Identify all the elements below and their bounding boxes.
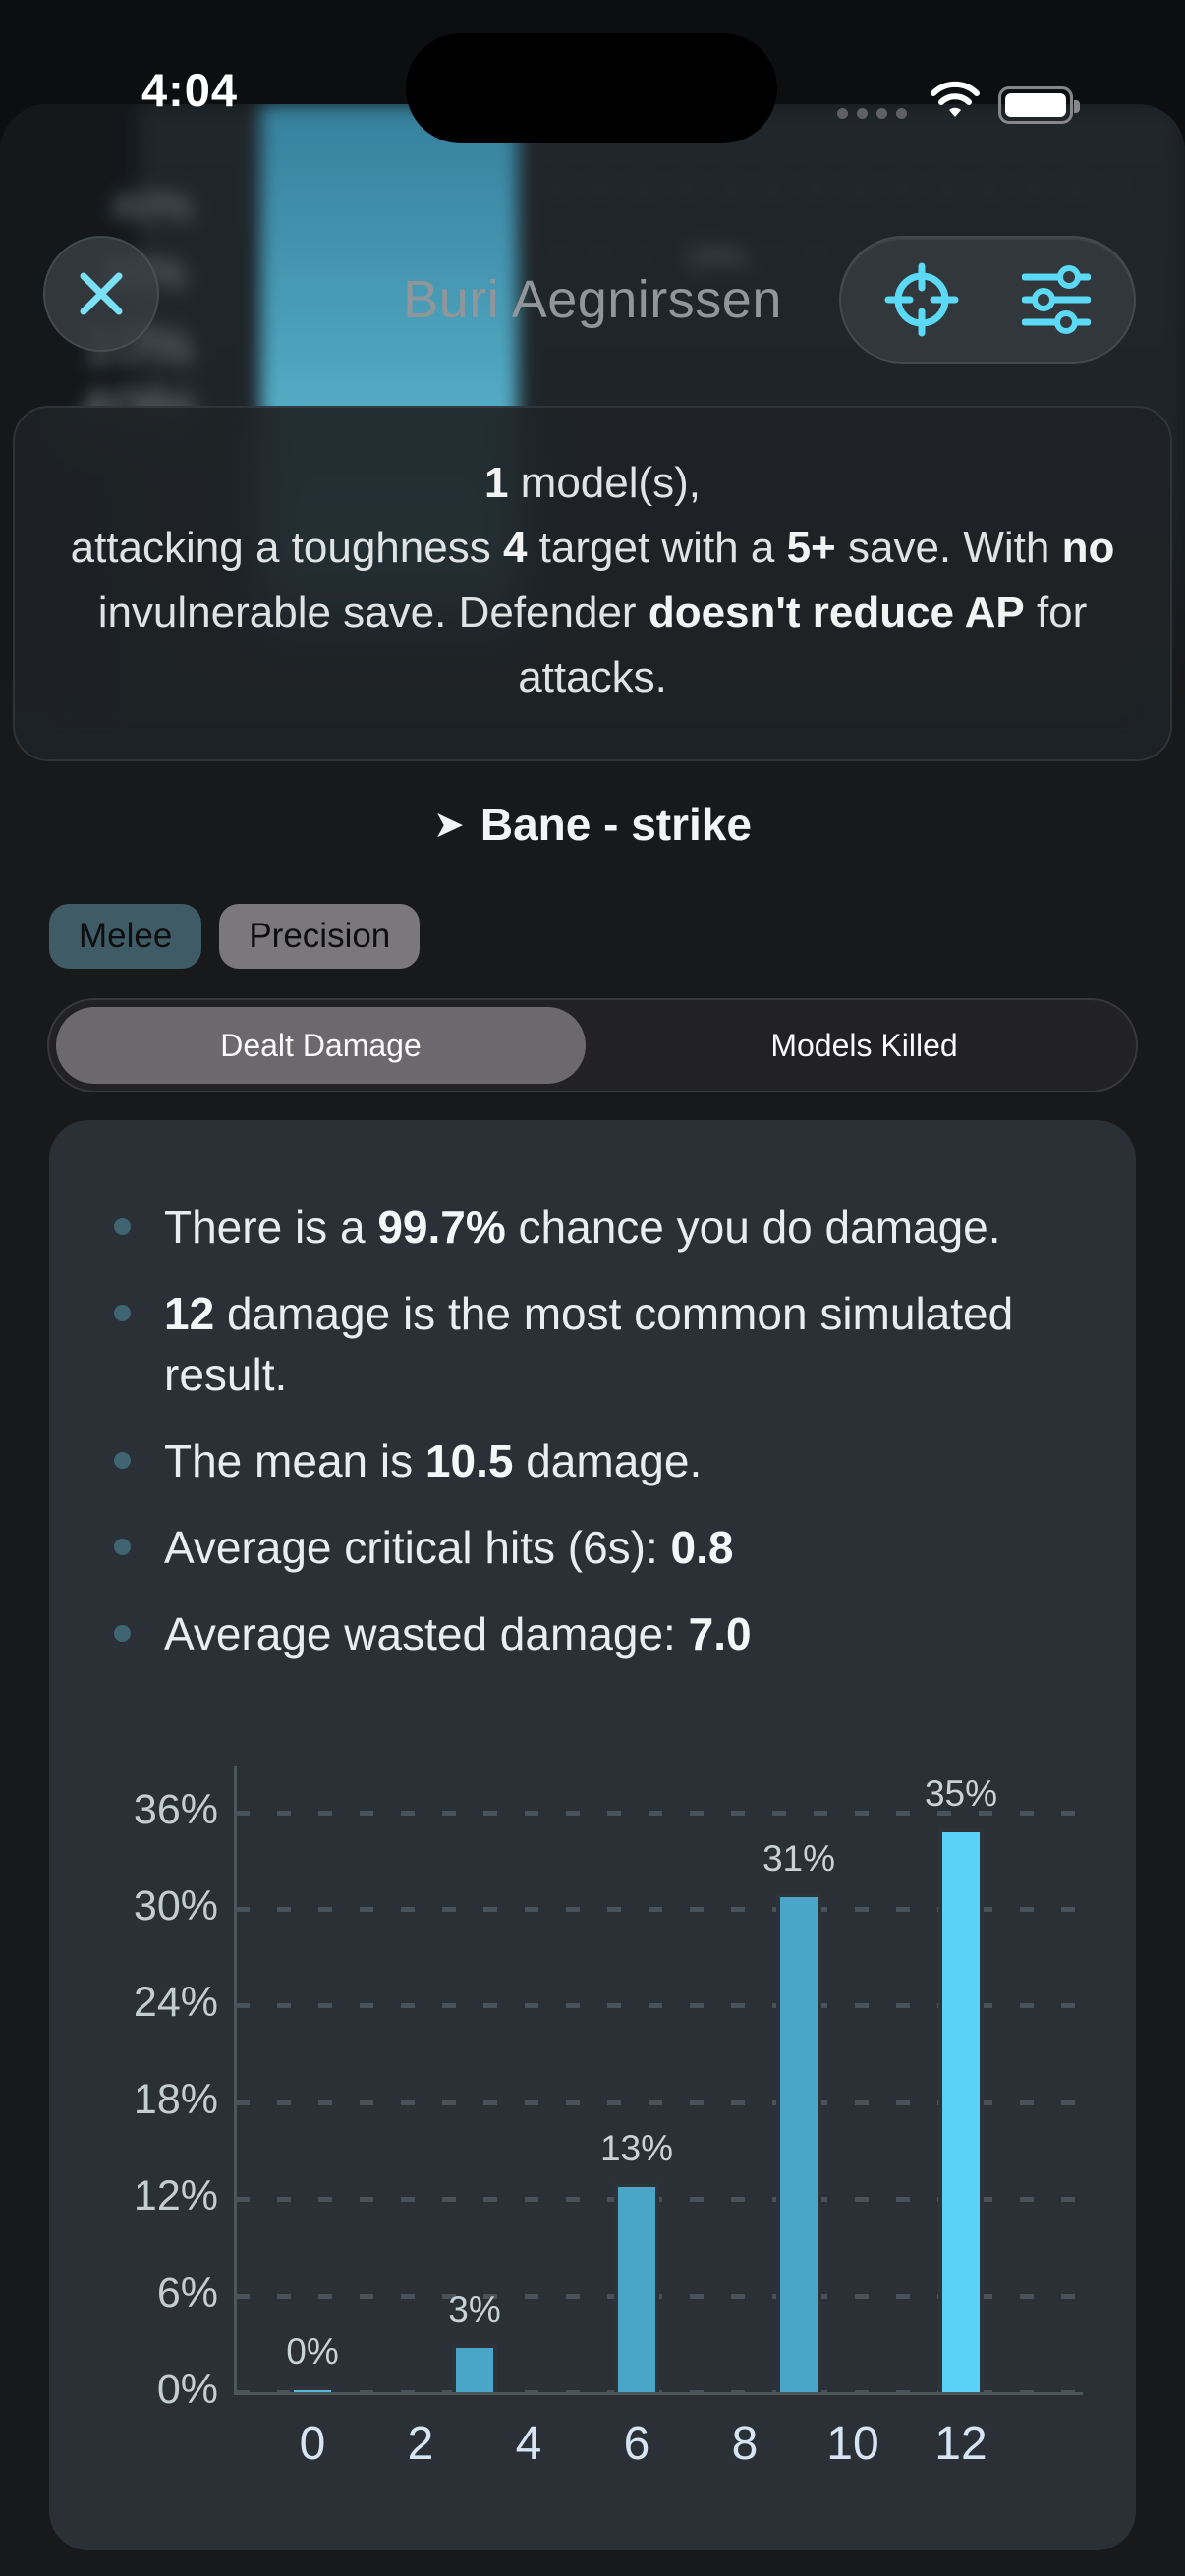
stat-bullet: There is a 99.7% chance you do damage. (108, 1197, 1081, 1258)
bullet-dot (114, 1305, 131, 1321)
ghost-axis-label: 28% (688, 242, 748, 274)
bar-value-label: 3% (448, 2289, 501, 2329)
sliders-icon (1022, 265, 1091, 334)
x-axis-tick-label: 8 (731, 2418, 759, 2470)
gridline (236, 2197, 1083, 2203)
x-axis-tick-label: 6 (623, 2418, 650, 2470)
bar-damage-9 (776, 1893, 821, 2392)
gridline (236, 1907, 1083, 1912)
context-line-1: 1 model(s), (483, 459, 702, 507)
arrow-icon: ➤ (433, 805, 465, 846)
close-icon (80, 272, 123, 315)
bullet-text: The mean is 10.5 damage. (164, 1435, 703, 1486)
tag-precision: Precision (219, 904, 421, 969)
attack-context-card: 1 model(s), attacking a toughness 4 targ… (13, 406, 1172, 761)
battery-icon (998, 86, 1080, 124)
wifi-icon (930, 81, 981, 120)
page-title: Buri Aegnirssen (403, 270, 782, 329)
bullet-text: 12 damage is the most common simulated r… (164, 1288, 1014, 1400)
segment-option-models-killed[interactable]: Models Killed (770, 1027, 958, 1063)
y-axis-tick-label: 24% (133, 1979, 218, 2027)
ghost-gridline (550, 252, 1120, 256)
x-axis-tick-label: 10 (826, 2418, 879, 2470)
stat-bullet: 12 damage is the most common simulated r… (108, 1283, 1081, 1405)
stat-bullet: The mean is 10.5 damage. (108, 1430, 1081, 1491)
ghost-axis-label: 40% (110, 183, 194, 229)
bullet-text: Average wasted damage: 7.0 (164, 1608, 752, 1659)
bullet-text: There is a 99.7% chance you do damage. (164, 1202, 1001, 1253)
x-axis-tick-label: 4 (515, 2418, 542, 2470)
y-axis-tick-label: 12% (133, 2172, 218, 2220)
x-axis-tick-label: 2 (407, 2418, 434, 2470)
bar-value-label: 13% (599, 2128, 674, 2168)
gridline (236, 1810, 1083, 1816)
bullet-dot (114, 1218, 131, 1235)
close-button[interactable] (43, 236, 159, 352)
context-line-2: attacking a toughness 4 target with a 5+… (70, 524, 1115, 701)
x-axis-tick-label: 0 (299, 2418, 326, 2470)
y-axis-tick-label: 18% (133, 2075, 218, 2123)
stat-bullet: Average wasted damage: 7.0 (108, 1603, 1081, 1664)
bullet-dot (114, 1539, 131, 1555)
bar-damage-3 (452, 2344, 497, 2392)
crosshair-icon (884, 262, 959, 337)
filters-button[interactable] (1022, 264, 1091, 335)
damage-distribution-chart: 0% 6% 12% 18% 24% 30% 36% 0% 3% 13% 31% 35% 0 2 4 6 8 10 1… (49, 1749, 1136, 2535)
dynamic-island (406, 33, 777, 143)
weapon-tags: Melee Precision (49, 904, 421, 969)
bar-damage-0 (290, 2386, 335, 2392)
results-card: There is a 99.7% chance you do damage. 12… (49, 1120, 1136, 2550)
header-actions (839, 236, 1136, 364)
bar-damage-6 (614, 2183, 659, 2392)
clock: 4:04 (141, 64, 239, 116)
cellular-signal-icon (837, 108, 907, 119)
gridline (236, 2100, 1083, 2105)
gridline (236, 2003, 1083, 2009)
y-axis-tick-label: 30% (133, 1882, 218, 1930)
bar-damage-12 (938, 1828, 984, 2392)
y-axis-line (234, 1766, 237, 2395)
weapon-name: Bane - strike (480, 799, 752, 850)
status-bar: 4:04 (0, 0, 1185, 147)
bar-value-label: 35% (924, 1773, 998, 1814)
stat-bullet: Average critical hits (6s): 0.8 (108, 1517, 1081, 1578)
gridline (236, 2293, 1083, 2299)
segment-option-dealt-damage[interactable]: Dealt Damage (56, 1007, 586, 1084)
ghost-gridline (550, 189, 1120, 194)
modal-sheet: 40% 30% 10% 40% 28% Buri Aegnirssen (0, 104, 1185, 2576)
y-axis-tick-label: 36% (133, 1785, 218, 1833)
target-button[interactable] (884, 262, 959, 337)
bar-value-label: 31% (762, 1838, 836, 1878)
bullet-text: Average critical hits (6s): 0.8 (164, 1522, 734, 1573)
bullet-dot (114, 1452, 131, 1469)
x-axis-line (236, 2392, 1083, 2395)
stats-bullet-list: There is a 99.7% chance you do damage. 12… (108, 1197, 1081, 1690)
bar-value-label: 0% (286, 2331, 339, 2372)
y-axis-tick-label: 0% (156, 2366, 218, 2413)
result-type-segmented-control: Dealt Damage Models Killed (47, 998, 1138, 1092)
x-axis-tick-label: 12 (934, 2418, 988, 2470)
y-axis-tick-label: 6% (156, 2268, 218, 2317)
tag-melee: Melee (49, 904, 202, 969)
weapon-section-title: ➤ Bane - strike (0, 798, 1185, 851)
bullet-dot (114, 1625, 131, 1642)
